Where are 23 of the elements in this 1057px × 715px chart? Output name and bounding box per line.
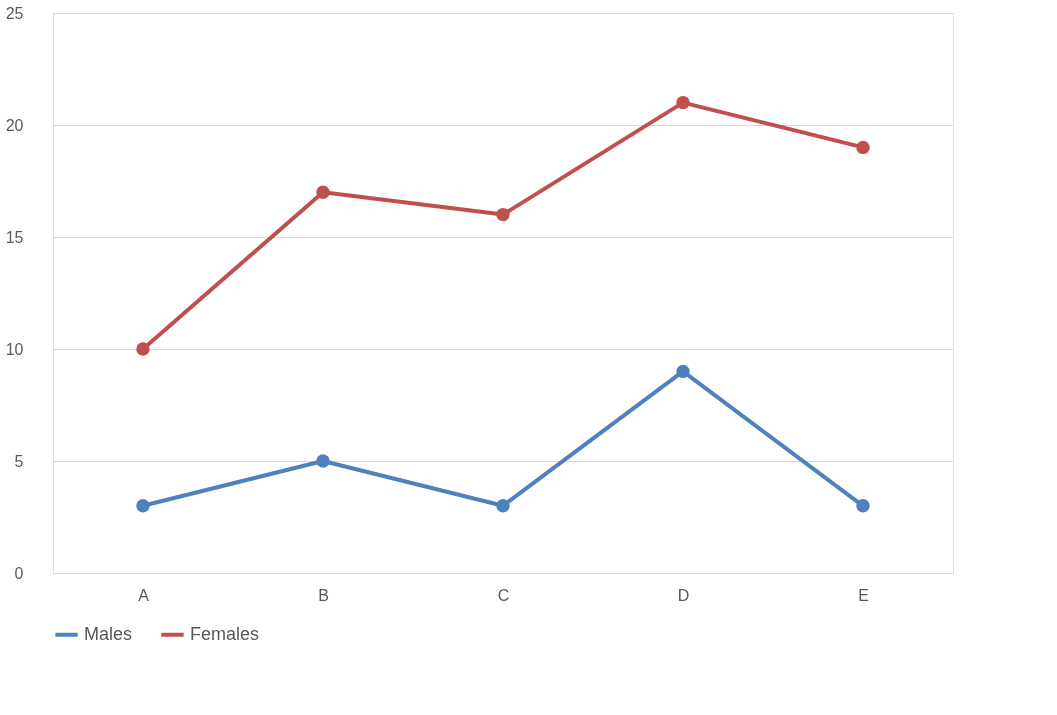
y-tick-label: 10 <box>5 340 24 358</box>
point <box>136 342 150 356</box>
y-tick-label: 25 <box>5 4 24 22</box>
point <box>856 499 870 513</box>
point <box>496 207 510 222</box>
point <box>856 140 870 155</box>
y-tick-label: 15 <box>5 228 24 246</box>
point <box>496 499 510 513</box>
x-tick-label: B <box>318 586 329 604</box>
point <box>676 95 690 110</box>
point <box>316 454 330 468</box>
x-tick-label: E <box>858 586 869 604</box>
x-tick-label: C <box>497 586 510 604</box>
y-tick-label: 20 <box>5 116 24 134</box>
x-tick-label: A <box>138 586 150 604</box>
x-tick-label: D <box>677 586 690 604</box>
point <box>136 499 150 513</box>
legend-label: Males <box>84 623 133 644</box>
point <box>676 364 690 379</box>
legend-label: Females <box>190 623 260 644</box>
y-tick-label: 0 <box>14 564 24 582</box>
point <box>316 185 330 199</box>
y-tick-label: 5 <box>14 452 24 470</box>
